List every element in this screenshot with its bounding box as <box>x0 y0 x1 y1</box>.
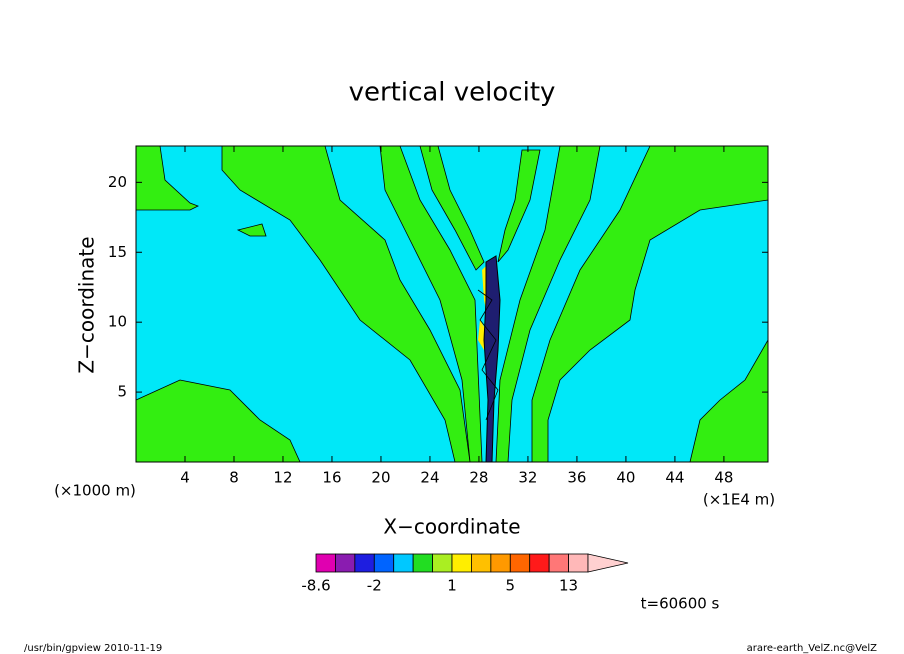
y-tick-label: 15 <box>108 243 127 261</box>
colorbar-box <box>451 553 472 573</box>
chart-title: vertical velocity <box>349 78 556 108</box>
footer-right: arare-earth_VelZ.nc@VelZ <box>747 643 878 654</box>
contour-region <box>419 145 485 271</box>
y-tick-label: 5 <box>117 383 127 401</box>
colorbar-tick-label: -8.6 <box>301 577 330 595</box>
colorbar-box <box>471 553 492 573</box>
colorbar-extension <box>587 553 629 573</box>
plot-frame <box>135 145 769 463</box>
colorbar-box <box>529 553 550 573</box>
colorbar-box <box>412 553 433 573</box>
x-unit-label: (×1E4 m) <box>703 491 775 509</box>
colorbar-box <box>393 553 414 573</box>
colorbar-box <box>335 553 356 573</box>
colorbar-tick-label: -2 <box>367 577 382 595</box>
colorbar-box <box>315 553 336 573</box>
footer-left: /usr/bin/gpview 2010-11-19 <box>24 643 162 654</box>
x-tick-label: 8 <box>229 469 239 487</box>
x-tick-label: 32 <box>518 469 537 487</box>
x-tick-label: 40 <box>616 469 635 487</box>
colorbar-box <box>548 553 569 573</box>
colorbar-tick-label: 1 <box>447 577 457 595</box>
contour-region <box>495 145 601 463</box>
y-tick-label: 20 <box>108 173 127 191</box>
x-tick-label: 48 <box>714 469 733 487</box>
contour-field <box>135 145 769 463</box>
contour-region <box>236 223 267 237</box>
y-tick-label: 10 <box>108 313 127 331</box>
x-tick-label: 36 <box>567 469 586 487</box>
x-tick-label: 20 <box>371 469 390 487</box>
y-axis-label: Z−coordinate <box>75 236 99 373</box>
contour-region <box>135 145 199 211</box>
time-label: t=60600 s <box>641 595 720 613</box>
colorbar-box <box>509 553 531 573</box>
contour-line <box>477 289 499 421</box>
x-tick-label: 12 <box>273 469 292 487</box>
contour-region <box>135 379 301 463</box>
contour-region <box>531 145 769 463</box>
colorbar-box <box>568 553 589 573</box>
colorbar-tick-label: 13 <box>559 577 578 595</box>
colorbar-box <box>354 553 375 573</box>
colorbar-box <box>373 553 395 573</box>
x-unit-label: (×1000 m) <box>54 482 136 500</box>
colorbar-tick-label: 5 <box>506 577 516 595</box>
x-tick-label: 24 <box>420 469 439 487</box>
x-axis-label: X−coordinate <box>383 515 520 539</box>
x-tick-label: 28 <box>469 469 488 487</box>
x-tick-label: 16 <box>322 469 341 487</box>
x-tick-label: 4 <box>180 469 190 487</box>
colorbar-box <box>490 553 511 573</box>
contour-region <box>497 149 541 263</box>
colorbar-box <box>432 553 453 573</box>
x-tick-label: 44 <box>665 469 684 487</box>
